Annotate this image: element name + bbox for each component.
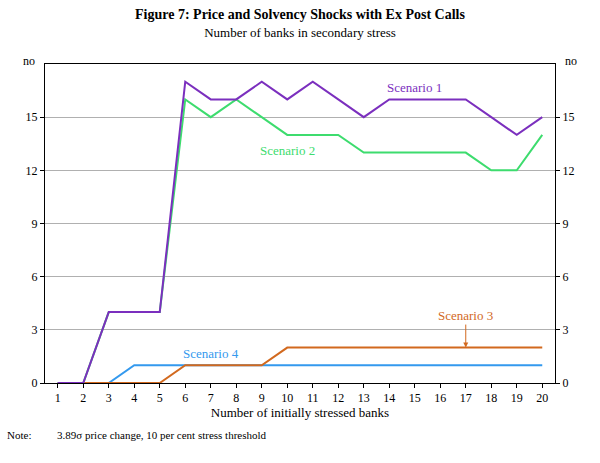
svg-text:6: 6 [182, 391, 188, 405]
svg-text:3: 3 [106, 391, 112, 405]
svg-text:16: 16 [434, 391, 446, 405]
svg-text:Note:: Note: [7, 429, 31, 441]
svg-text:Number of initially stressed b: Number of initially stressed banks [211, 405, 389, 420]
svg-text:14: 14 [383, 391, 395, 405]
svg-text:15: 15 [562, 110, 574, 124]
svg-text:6: 6 [562, 270, 568, 284]
svg-text:9: 9 [259, 391, 265, 405]
svg-text:2: 2 [80, 391, 86, 405]
svg-text:13: 13 [358, 391, 370, 405]
svg-text:8: 8 [233, 391, 239, 405]
svg-text:11: 11 [307, 391, 319, 405]
svg-text:9: 9 [562, 217, 568, 231]
svg-text:17: 17 [460, 391, 472, 405]
svg-text:20: 20 [536, 391, 548, 405]
svg-text:0: 0 [562, 376, 568, 390]
svg-text:3: 3 [562, 323, 568, 337]
svg-text:9: 9 [32, 217, 38, 231]
svg-text:Figure 7: Price and Solvency S: Figure 7: Price and Solvency Shocks with… [135, 7, 465, 40]
svg-text:4: 4 [131, 391, 137, 405]
svg-text:Scenario 1: Scenario 1 [387, 80, 442, 95]
svg-text:Scenario 2: Scenario 2 [260, 143, 315, 158]
svg-text:3.89σ price change, 10 per cen: 3.89σ price change, 10 per cent stress t… [57, 429, 267, 441]
svg-text:12: 12 [562, 164, 574, 178]
svg-text:7: 7 [208, 391, 214, 405]
svg-text:no: no [565, 54, 577, 68]
svg-text:19: 19 [511, 391, 523, 405]
svg-text:Scenario 3: Scenario 3 [438, 308, 493, 323]
svg-text:3: 3 [32, 323, 38, 337]
svg-text:1: 1 [55, 391, 61, 405]
svg-text:12: 12 [332, 391, 344, 405]
svg-text:Scenario 4: Scenario 4 [183, 346, 239, 361]
svg-text:5: 5 [157, 391, 163, 405]
svg-text:0: 0 [32, 376, 38, 390]
svg-text:12: 12 [26, 164, 38, 178]
svg-text:10: 10 [281, 391, 293, 405]
svg-text:15: 15 [409, 391, 421, 405]
svg-text:18: 18 [485, 391, 497, 405]
svg-text:15: 15 [26, 110, 38, 124]
svg-text:no: no [23, 54, 35, 68]
svg-text:6: 6 [32, 270, 38, 284]
